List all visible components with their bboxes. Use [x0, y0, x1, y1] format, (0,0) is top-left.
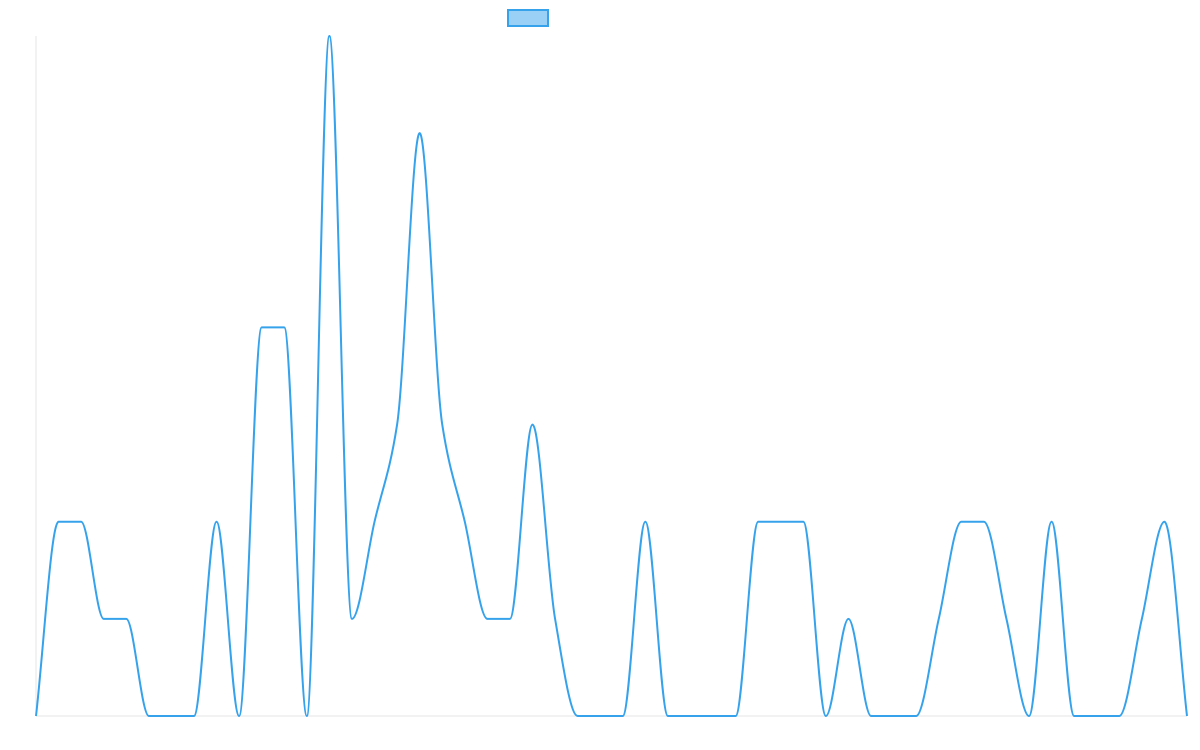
legend-swatch[interactable] — [507, 9, 549, 27]
data-points — [33, 33, 1190, 719]
series-line — [35, 34, 1188, 718]
